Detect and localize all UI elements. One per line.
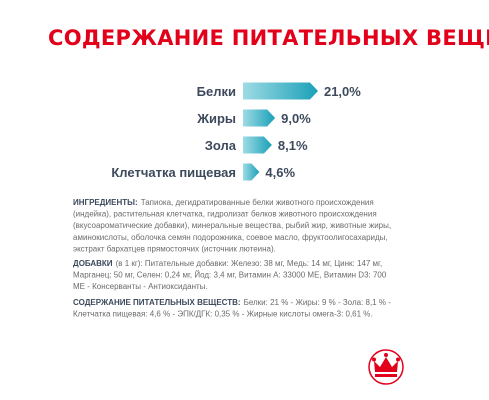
paragraph-text: Белки: 21 % - Жиры: 9 % - Зола: 8,1 % - xyxy=(244,298,392,307)
paragraph-line: Марганец: 50 мг, Селен: 0,24 мг, Йод: 3,… xyxy=(73,271,387,280)
paragraph-line: ИНГРЕДИЕНТЫ: Тапиока, дегидратированные б… xyxy=(73,198,374,207)
chart-title: СОДЕРЖАНИЕ ПИТАТЕЛЬНЫХ ВЕЩЕСТВ xyxy=(48,26,489,50)
chart: Белки 21,0% Жиры 9,0% Зола 8,1% Клетчатка пище… xyxy=(111,82,361,181)
category-label: Клетчатка пищевая xyxy=(111,165,236,180)
paragraph-text: МЕ - Консерванты - Антиоксиданты. xyxy=(73,282,208,291)
bar xyxy=(243,163,260,181)
value-label: 21,0% xyxy=(324,84,361,99)
bar xyxy=(243,136,272,154)
royal-canin-logo xyxy=(368,349,404,385)
bar xyxy=(243,82,318,100)
paragraph-heading: ДОБАВКИ xyxy=(73,259,113,268)
paragraph-line: ДОБАВКИ (в 1 кг): Питательные добавки: Же… xyxy=(73,259,382,268)
paragraph-line: СОДЕРЖАНИЕ ПИТАТЕЛЬНЫХ ВЕЩЕСТВ: Белки: 21… xyxy=(73,298,391,307)
paragraph-heading: СОДЕРЖАНИЕ ПИТАТЕЛЬНЫХ ВЕЩЕСТВ: xyxy=(73,298,241,307)
bar xyxy=(243,109,276,127)
category-label: Зола xyxy=(205,138,237,153)
paragraph-line: (вкусоароматические добавки), минеральны… xyxy=(73,221,391,230)
paragraph-text: экстракт бархатцев прямостоячих (источни… xyxy=(73,244,276,253)
value-label: 4,6% xyxy=(265,165,295,180)
paragraph-text: аминокислоты, оболочка семян подорожника… xyxy=(73,233,388,242)
paragraph-heading: ИНГРЕДИЕНТЫ: xyxy=(73,198,138,207)
category-label: Жиры xyxy=(196,111,236,126)
paragraph-text: Тапиока, дегидратированные белки животно… xyxy=(141,198,374,207)
paragraph-text: Клетчатка пищевая: 4,6 % - ЭПК/ДГК: 0,35… xyxy=(73,310,373,319)
paragraph-text: Марганец: 50 мг, Селен: 0,24 мг, Йод: 3,… xyxy=(73,271,387,280)
ingredients-text: ИНГРЕДИЕНТЫ: Тапиока, дегидратированные б… xyxy=(73,198,391,319)
category-label: Белки xyxy=(197,84,236,99)
paragraph-text: (в 1 кг): Питательные добавки: Железо: 3… xyxy=(116,259,383,268)
paragraph-text: (индейка), растительная клетчатка, гидро… xyxy=(73,210,377,219)
paragraph-line: МЕ - Консерванты - Антиоксиданты. xyxy=(73,282,208,291)
paragraph-line: (индейка), растительная клетчатка, гидро… xyxy=(73,210,377,219)
paragraph-line: экстракт бархатцев прямостоячих (источни… xyxy=(73,244,276,253)
paragraph-text: (вкусоароматические добавки), минеральны… xyxy=(73,221,391,230)
value-label: 8,1% xyxy=(278,138,308,153)
paragraph-line: аминокислоты, оболочка семян подорожника… xyxy=(73,233,388,242)
paragraph-line: Клетчатка пищевая: 4,6 % - ЭПК/ДГК: 0,35… xyxy=(73,310,373,319)
value-label: 9,0% xyxy=(281,111,311,126)
